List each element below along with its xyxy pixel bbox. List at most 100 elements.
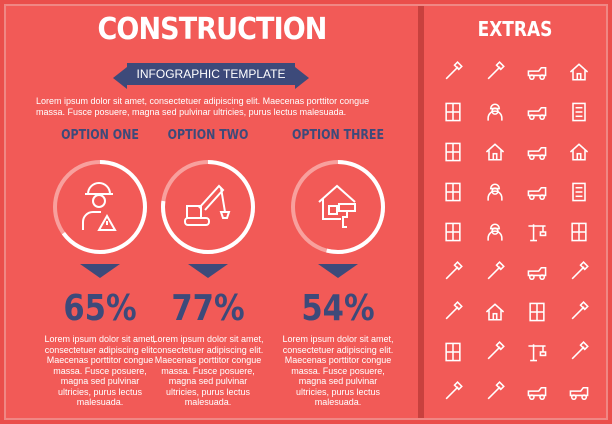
house-paint-roller-icon <box>318 184 356 228</box>
window-icon <box>445 182 461 202</box>
extras-icon-cell <box>558 52 600 92</box>
extras-panel <box>424 6 606 418</box>
progress-ring <box>291 160 385 254</box>
extras-icon-cell <box>474 332 516 372</box>
extras-icon-cell <box>432 332 474 372</box>
option-pointer <box>188 264 228 278</box>
page-frame <box>4 4 608 420</box>
office-building-icon <box>572 182 586 202</box>
extras-icon-cell <box>558 172 600 212</box>
extras-icon-cell <box>558 92 600 132</box>
forklift-icon <box>527 66 547 81</box>
option-description: Lorem ipsum dolor sit amet, consectetuer… <box>282 334 394 407</box>
progress-ring <box>53 160 147 254</box>
option-pointer <box>80 264 120 278</box>
extras-icon-cell <box>432 172 474 212</box>
option-title: OPTION ONE <box>61 128 139 143</box>
extras-icon-cell <box>558 132 600 172</box>
worker-icon <box>487 103 503 121</box>
measuring-tape-icon <box>445 301 463 320</box>
tools-icon <box>445 261 463 280</box>
extras-icon-cell <box>516 52 558 92</box>
panel-divider <box>418 6 424 418</box>
extras-icon-cell <box>474 52 516 92</box>
extras-icon-cell <box>516 292 558 332</box>
extras-icon-cell <box>516 372 558 412</box>
extras-icon-grid <box>432 52 600 412</box>
subtitle-ribbon: INFOGRAPHIC TEMPLATE <box>113 63 309 89</box>
extras-icon-cell <box>474 292 516 332</box>
option-title: OPTION TWO <box>167 128 249 143</box>
barrier-icon <box>529 302 545 322</box>
extras-icon-cell <box>474 92 516 132</box>
extras-icon-cell <box>474 212 516 252</box>
extras-icon-cell <box>558 372 600 412</box>
extras-icon-cell <box>474 172 516 212</box>
door-panel-icon <box>571 222 587 242</box>
house-plan-icon <box>485 143 505 161</box>
extras-icon-cell <box>474 372 516 412</box>
intro-text: Lorem ipsum dolor sit amet, consectetuer… <box>36 96 370 117</box>
extras-icon-cell <box>474 252 516 292</box>
building-icon <box>572 102 586 122</box>
option-description: Lorem ipsum dolor sit amet, consectetuer… <box>152 334 264 407</box>
paint-brush-icon <box>445 381 463 400</box>
concrete-mixer-icon <box>569 386 589 401</box>
option-pointer <box>318 264 358 278</box>
broom-icon <box>487 341 505 360</box>
blueprint-pencil-icon <box>445 342 461 362</box>
wheelbarrow-icon <box>571 301 589 320</box>
extras-icon-cell <box>558 252 600 292</box>
tower-crane-icon <box>528 344 547 362</box>
crawler-crane-icon <box>184 184 231 226</box>
extras-icon-cell <box>516 252 558 292</box>
drill-icon <box>487 261 505 280</box>
option-card: OPTION TWO 77% Lorem ipsum dolor sit ame… <box>143 128 273 407</box>
excavator-icon <box>527 186 547 201</box>
extras-title: EXTRAS <box>477 17 553 41</box>
hammer-icon <box>571 341 589 360</box>
crane-truck-icon <box>527 266 547 281</box>
house-icon <box>569 63 589 81</box>
blueprint-icon <box>445 102 461 122</box>
cabinet-icon <box>445 222 461 242</box>
home-icon <box>569 143 589 161</box>
option-card: OPTION ONE 65% Lorem ipsum dolor sit ame… <box>35 128 165 407</box>
extras-icon-cell <box>432 52 474 92</box>
worker-warning-icon <box>82 182 117 231</box>
extras-icon-cell <box>516 172 558 212</box>
extras-icon-cell <box>516 92 558 132</box>
extras-icon-cell <box>432 132 474 172</box>
door-icon <box>445 142 461 162</box>
extras-icon-cell <box>516 212 558 252</box>
builder-icon <box>487 183 503 201</box>
worker-sign-icon <box>487 223 503 241</box>
option-card: OPTION THREE 54% Lorem ipsum dolor sit a… <box>273 128 403 407</box>
extras-icon-cell <box>516 132 558 172</box>
extras-icon-cell <box>432 212 474 252</box>
extras-icon-cell <box>558 212 600 252</box>
page-title: CONSTRUCTION <box>97 12 328 47</box>
option-percent: 65% <box>63 288 137 329</box>
extras-icon-cell <box>516 332 558 372</box>
excavator-icon <box>527 106 547 121</box>
option-percent: 54% <box>301 288 375 329</box>
extras-icon-cell <box>474 132 516 172</box>
progress-ring <box>161 160 255 254</box>
extras-icon-cell <box>558 332 600 372</box>
extras-icon-cell <box>432 292 474 332</box>
pipe-icon <box>445 61 463 80</box>
compass-icon <box>487 61 505 80</box>
option-title: OPTION THREE <box>291 128 385 143</box>
extras-icon-cell <box>432 92 474 132</box>
option-description: Lorem ipsum dolor sit amet, consectetuer… <box>44 334 156 407</box>
extras-icon-cell <box>432 372 474 412</box>
truck-icon <box>527 146 547 161</box>
ladder-icon <box>487 381 505 400</box>
extras-icon-cell <box>558 292 600 332</box>
tools-icon <box>571 261 589 280</box>
extras-icon-cell <box>432 252 474 292</box>
house-repair-icon <box>485 303 505 321</box>
option-percent: 77% <box>171 288 245 329</box>
crane-icon <box>528 224 547 242</box>
